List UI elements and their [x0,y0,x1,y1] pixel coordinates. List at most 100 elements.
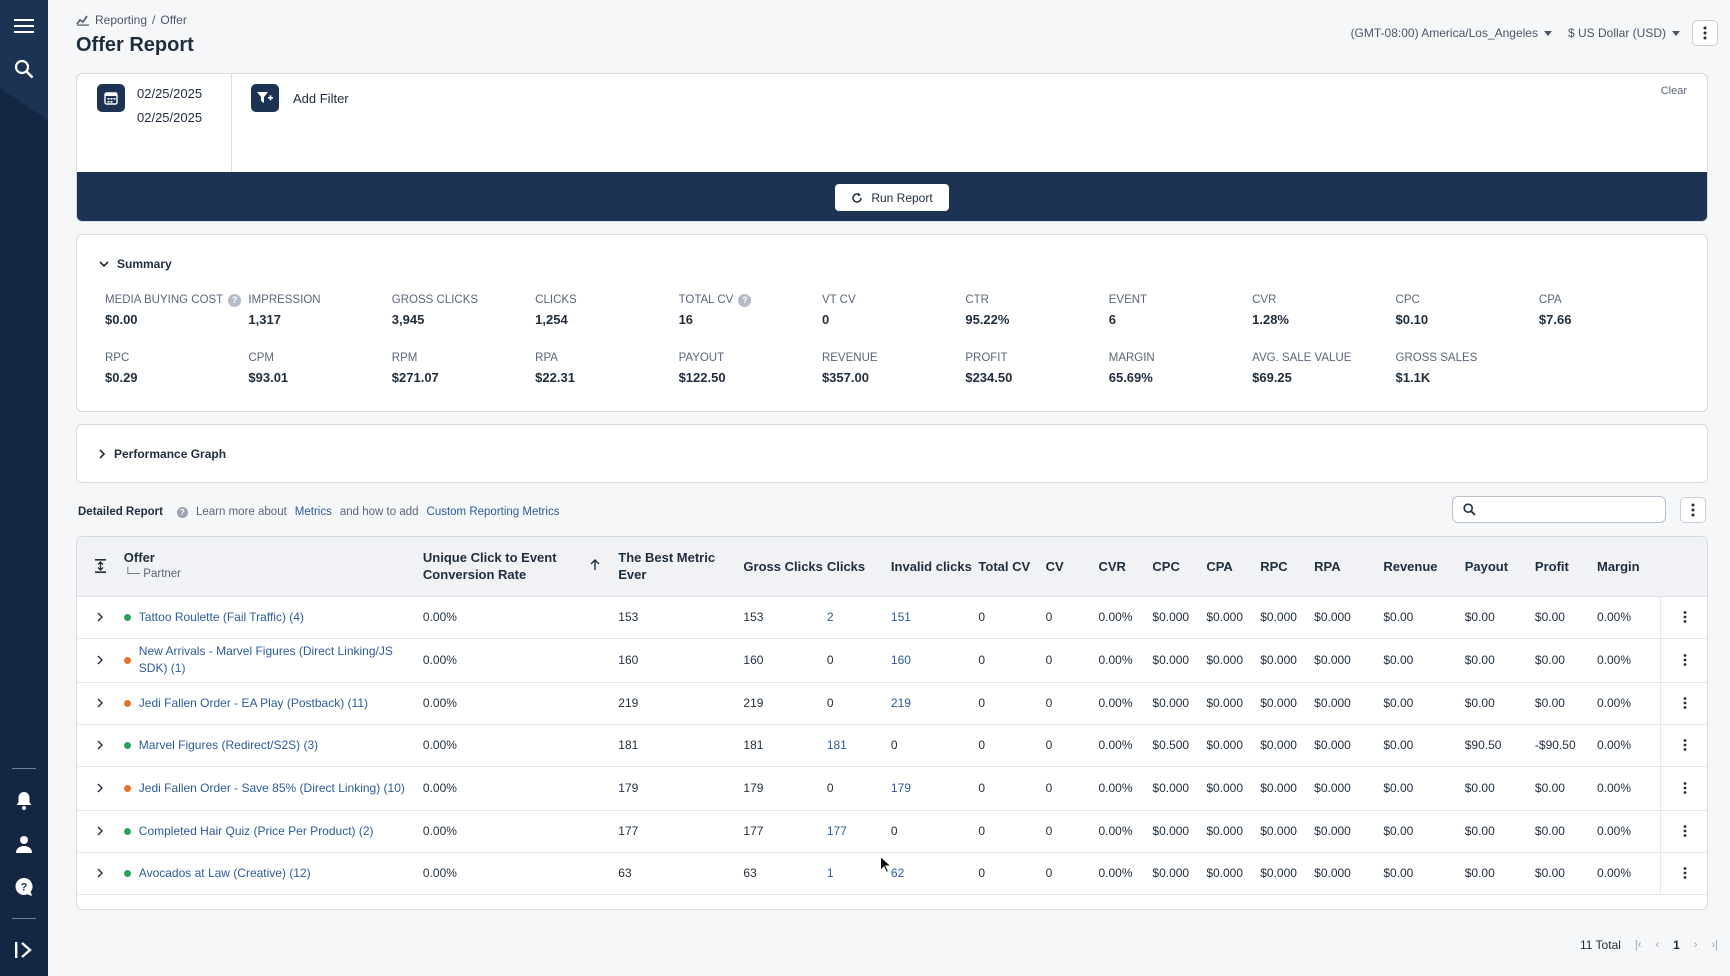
row-options-button[interactable] [1659,852,1707,895]
row-options-button[interactable] [1659,638,1707,683]
offer-link[interactable]: Jedi Fallen Order - Save 85% (Direct Lin… [138,780,405,795]
cell-invalid-clicks-value[interactable]: 219 [890,696,911,710]
user-icon[interactable] [12,832,36,856]
header-rpc[interactable]: RPC [1260,537,1315,597]
header-unique-click[interactable]: Unique Click to Event Conversion Rate [422,537,590,597]
table-options-button[interactable] [1680,497,1706,523]
header-rpa[interactable]: RPA [1314,537,1384,597]
cell-invalid-clicks[interactable]: 219 [890,682,979,725]
row-options-button[interactable] [1659,682,1707,725]
cell-cpa: $0.000 [1206,852,1261,895]
date-range[interactable]: 02/25/2025 02/25/2025 [77,74,232,172]
table-search-input[interactable] [1484,502,1665,517]
next-page-icon[interactable]: › [1693,939,1698,951]
expand-icon[interactable] [12,938,36,962]
cell-invalid-clicks-value[interactable]: 151 [890,610,911,624]
page-number[interactable]: 1 [1673,938,1680,952]
reporting-icon [76,15,89,26]
cell-clicks[interactable]: 181 [826,724,891,767]
expand-row[interactable] [77,852,124,895]
prev-page-icon[interactable]: ‹ [1655,939,1660,951]
row-options-button[interactable] [1659,596,1707,639]
cell-invalid-clicks[interactable]: 160 [890,638,979,683]
summary-metric: CVR 1.28% [1252,293,1395,327]
cell-clicks-value[interactable]: 2 [826,610,834,624]
cell-invalid-clicks[interactable]: 62 [890,852,979,895]
summary-toggle[interactable]: Summary [99,257,172,271]
header-clicks[interactable]: Clicks [826,537,891,597]
custom-metrics-link[interactable]: Custom Reporting Metrics [426,506,560,518]
header-offer[interactable]: Offer └─ Partner [123,537,423,597]
cell-gross-clicks: 219 [743,682,827,725]
header-cpc[interactable]: CPC [1152,537,1207,597]
row-options-button[interactable] [1659,766,1707,811]
metric-label: CVR [1252,294,1277,306]
header-best-metric[interactable]: The Best Metric Ever [618,537,744,597]
cell-clicks-value[interactable]: 1 [826,866,834,880]
cell-clicks[interactable]: 177 [826,810,891,853]
metric-label: CPC [1395,294,1420,306]
expand-row[interactable] [77,724,124,767]
add-filter-button[interactable]: Add Filter [251,84,349,112]
cell-payout: $0.00 [1464,682,1535,725]
cell-clicks-value[interactable]: 181 [826,738,847,752]
header-margin[interactable]: Margin [1596,537,1661,597]
last-page-icon[interactable]: ›| [1711,939,1718,951]
offer-link[interactable]: Avocados at Law (Creative) (12) [138,865,311,880]
header-cv[interactable]: CV [1045,537,1099,597]
cell-invalid-clicks[interactable]: 179 [890,766,979,811]
header-invalid-clicks[interactable]: Invalid clicks [890,537,979,597]
cell-clicks[interactable]: 2 [826,596,891,639]
table-row: Tattoo Roulette (Fail Traffic) (4) 0.00% 1… [77,596,1707,639]
header-payout[interactable]: Payout [1464,537,1535,597]
cell-invalid-clicks-value[interactable]: 62 [890,866,905,880]
offer-link[interactable]: Tattoo Roulette (Fail Traffic) (4) [138,609,304,624]
expand-row[interactable] [77,682,124,725]
clear-filters-link[interactable]: Clear [1660,85,1687,97]
expand-row[interactable] [77,810,124,853]
header-gross-clicks[interactable]: Gross Clicks [743,537,827,597]
header-actions [1660,537,1707,597]
search-icon[interactable] [12,57,36,81]
expand-row[interactable] [77,638,124,683]
cell-invalid-clicks-value[interactable]: 179 [890,781,911,795]
cell-total-cv: 0 [978,638,1046,683]
currency-select[interactable]: $ US Dollar (USD) [1564,26,1684,40]
cell-clicks-value[interactable]: 177 [826,824,847,838]
expand-row[interactable] [77,596,124,639]
header-cvr[interactable]: CVR [1098,537,1153,597]
calendar-icon[interactable] [97,84,125,112]
metrics-link[interactable]: Metrics [294,506,332,518]
row-options-button[interactable] [1659,724,1707,767]
offer-link[interactable]: Marvel Figures (Redirect/S2S) (3) [138,737,319,752]
header-cpa[interactable]: CPA [1206,537,1261,597]
performance-graph-toggle[interactable]: Performance Graph [99,447,226,461]
cell-invalid-clicks-value[interactable]: 160 [890,653,911,667]
bell-icon[interactable] [12,789,36,813]
first-page-icon[interactable]: |‹ [1634,939,1642,951]
summary-panel: Summary MEDIA BUYING COST? $0.00 IMPRESSIO… [76,234,1708,412]
breadcrumb-reporting[interactable]: Reporting [95,13,148,27]
header-total-cv[interactable]: Total CV [978,537,1046,597]
cell-cpa: $0.000 [1206,810,1261,853]
offer-link[interactable]: Jedi Fallen Order - EA Play (Postback) (… [138,695,368,710]
offer-link[interactable]: New Arrivals - Marvel Figures (Direct Li… [138,644,393,675]
offer-link[interactable]: Completed Hair Quiz (Price Per Product) … [138,823,374,838]
column-toggle[interactable] [77,537,124,597]
header-profit[interactable]: Profit [1534,537,1597,597]
kebab-icon [1703,26,1707,40]
header-revenue[interactable]: Revenue [1383,537,1465,597]
cell-payout: $0.00 [1464,852,1535,895]
summary-metric: CTR 95.22% [965,293,1108,327]
page-options-button[interactable] [1692,20,1718,46]
expand-row[interactable] [77,766,124,811]
sort-ascending[interactable] [589,537,619,597]
run-report-button[interactable]: Run Report [835,184,949,211]
help-icon[interactable]: ? [12,875,36,899]
menu-icon[interactable] [12,14,36,38]
timezone-select[interactable]: (GMT-08:00) America/Los_Angeles [1347,26,1556,40]
cell-gross-clicks-value: 63 [743,866,757,880]
metric-value: 0 [821,312,830,327]
row-options-button[interactable] [1659,810,1707,853]
cell-invalid-clicks[interactable]: 151 [890,596,979,639]
